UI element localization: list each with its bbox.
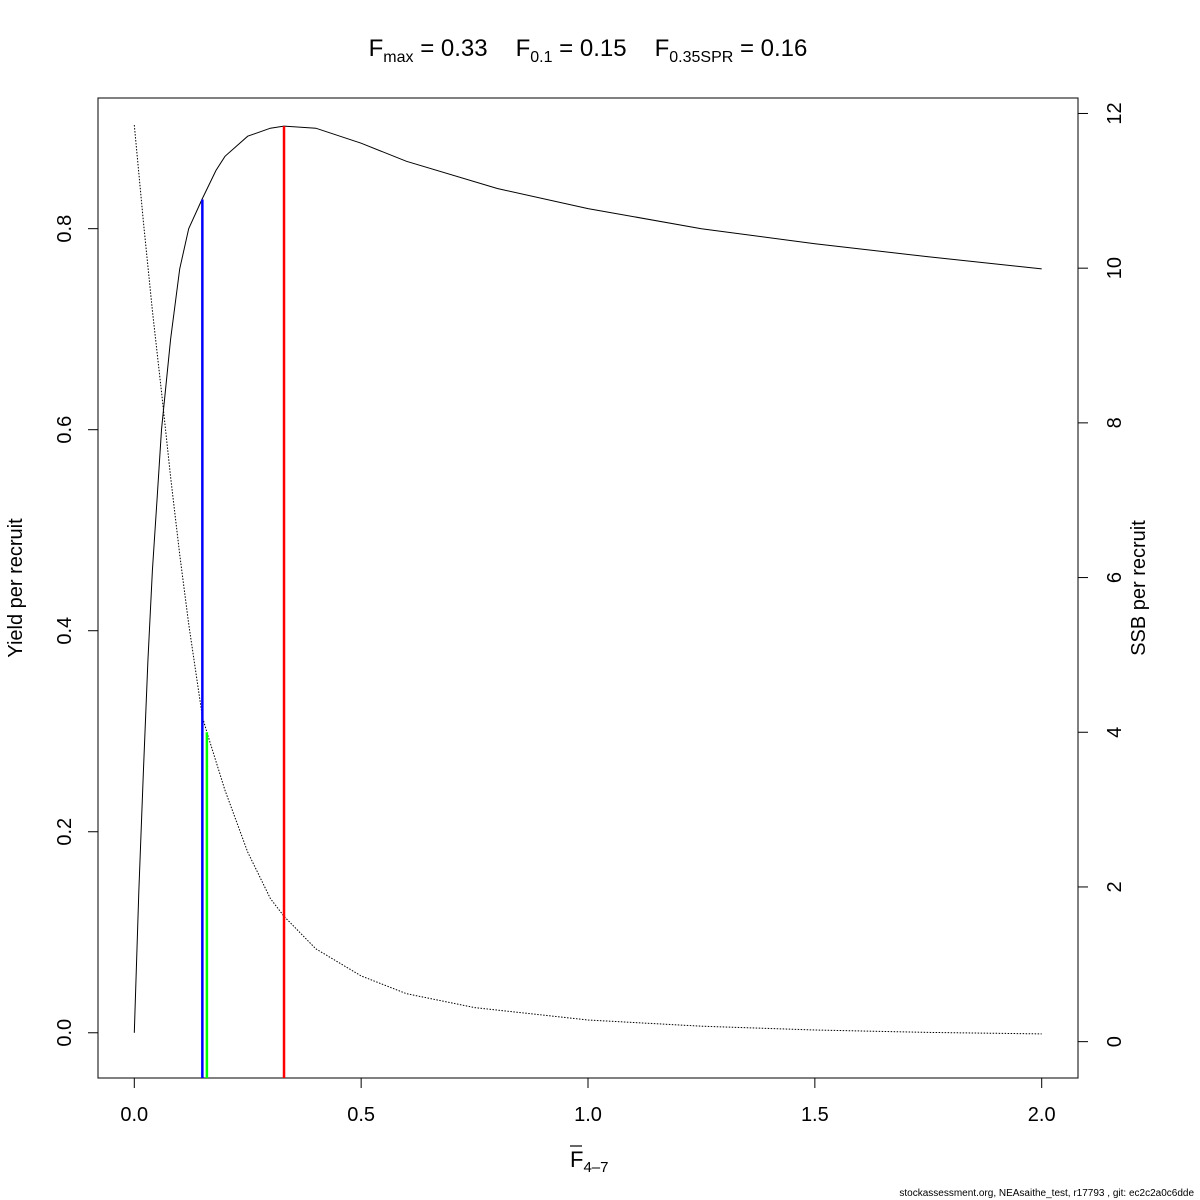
y-right-tick-label: 12 [1104, 102, 1126, 124]
y-left-tick-label: 0.6 [54, 416, 76, 444]
x-axis-label: F4–7 [570, 1147, 608, 1176]
reference-lines [201, 126, 286, 1078]
title-f01-sub: 0.1 [530, 49, 552, 66]
series-group [133, 125, 1042, 1035]
ssb-per-recruit-line [133, 125, 1042, 1035]
x-axis: 0.0 0.5 1.0 1.5 2.0 [120, 1077, 1056, 1126]
y-right-tick-label: 10 [1104, 257, 1126, 279]
y-left-tick-label: 0.8 [54, 215, 76, 243]
y-axis-right: 0 2 4 6 8 10 12 [1077, 102, 1126, 1047]
title-f35-sub: 0.35SPR [669, 49, 733, 66]
title-f01-base: F [516, 35, 531, 62]
yield-per-recruit-line [133, 125, 1042, 1033]
y-left-tick-label: 0.2 [54, 818, 76, 846]
footer-note: stockassessment.org, NEAsaithe_test, r17… [899, 1188, 1194, 1199]
y-right-tick-label: 8 [1104, 417, 1126, 428]
y-left-tick-label: 0.4 [54, 617, 76, 645]
y-right-tick-label: 4 [1104, 727, 1126, 738]
y-right-tick-label: 6 [1104, 572, 1126, 583]
x-tick-label: 2.0 [1028, 1104, 1056, 1126]
x-tick-label: 1.5 [801, 1104, 829, 1126]
title-f35-base: F [655, 35, 670, 62]
title-f01-eq: = 0.15 [553, 35, 627, 62]
title-fmax-sub: max [383, 49, 413, 66]
y-axis-left-label: Yield per recruit [5, 518, 27, 658]
title-fmax-base: F [369, 35, 384, 62]
x-tick-label: 1.0 [574, 1104, 602, 1126]
x-label-sub: 4–7 [583, 1159, 608, 1176]
chart-title: Fmax = 0.33 F0.1 = 0.15 F0.35SPR = 0.16 [369, 35, 808, 66]
plot-frame [97, 97, 1079, 1079]
y-left-tick-label: 0.0 [54, 1019, 76, 1047]
x-tick-label: 0.0 [120, 1104, 148, 1126]
x-tick-label: 0.5 [347, 1104, 375, 1126]
y-right-tick-label: 2 [1104, 881, 1126, 892]
y-right-tick-label: 0 [1104, 1036, 1126, 1047]
x-label-base: F [570, 1147, 583, 1172]
title-fmax-eq: = 0.33 [414, 35, 488, 62]
y-axis-left: 0.0 0.2 0.4 0.6 0.8 [54, 215, 99, 1047]
title-f35-eq: = 0.16 [733, 35, 807, 62]
y-axis-right-label: SSB per recruit [1128, 520, 1150, 656]
